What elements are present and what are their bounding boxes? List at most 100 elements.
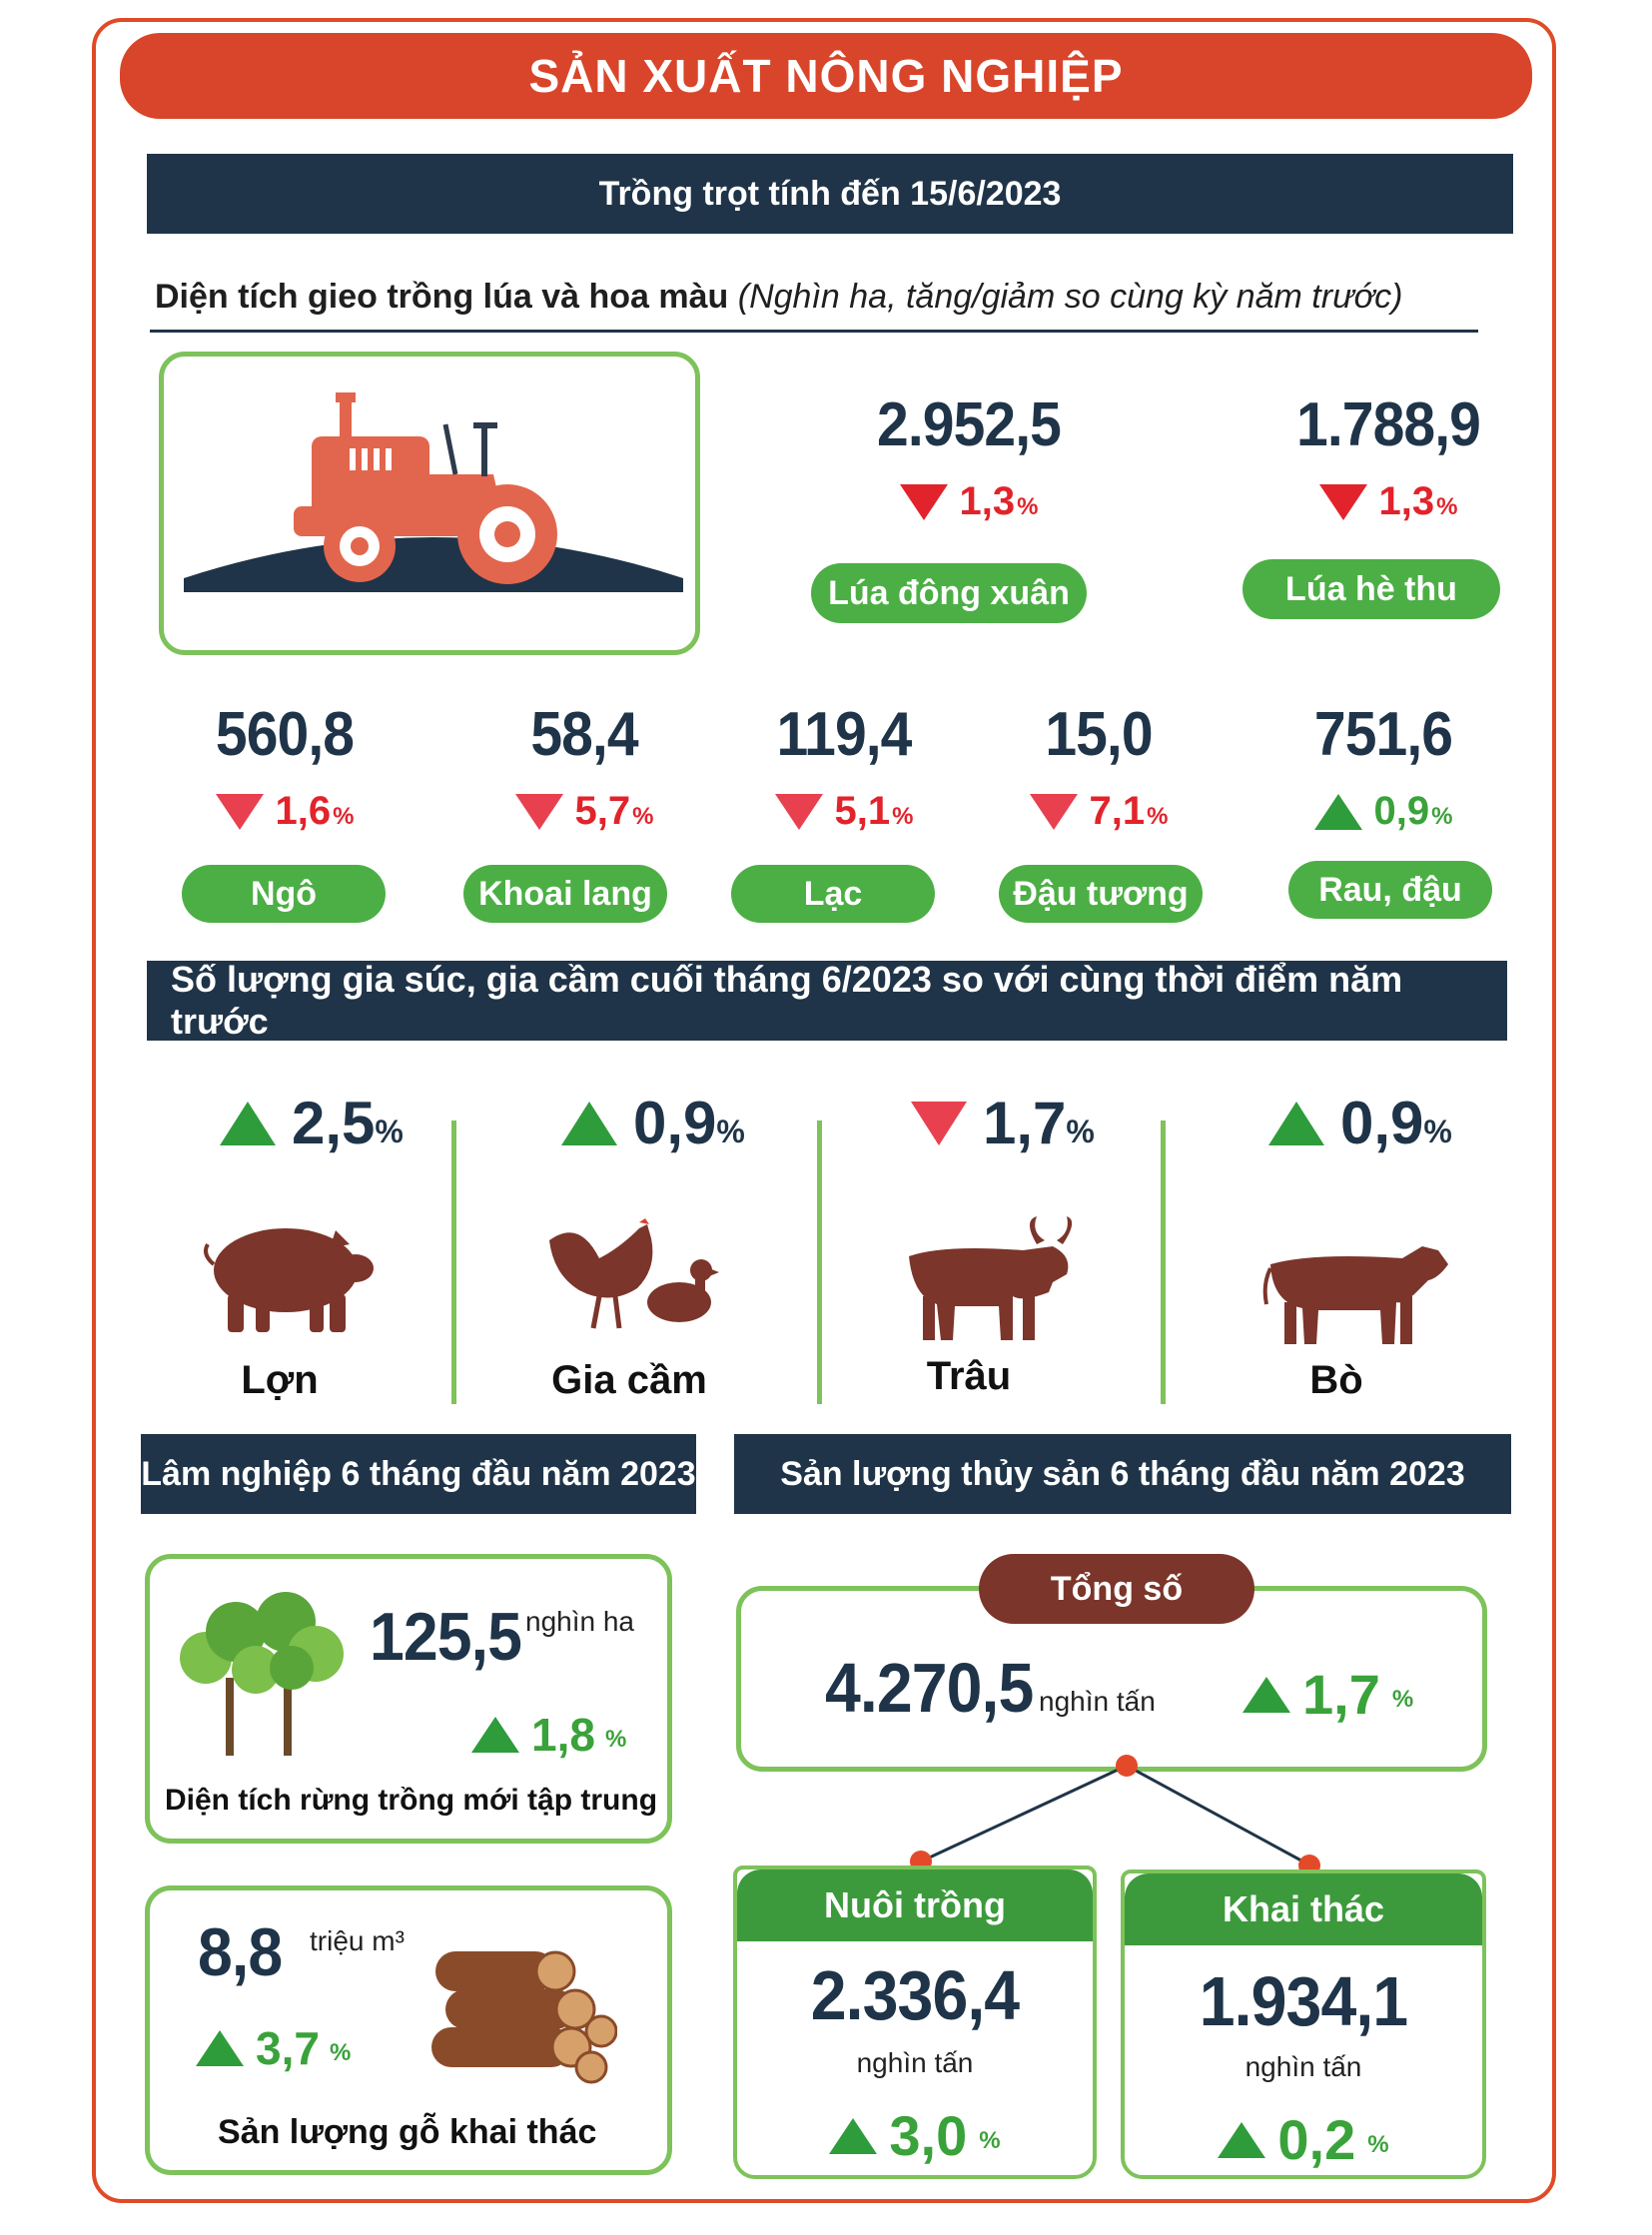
buffalo-icon bbox=[909, 1216, 1073, 1340]
percent-sign: % bbox=[1147, 802, 1169, 830]
catch-unit: nghìn tấn bbox=[1244, 2051, 1362, 2082]
change-value: 0,9 bbox=[1340, 1090, 1424, 1156]
crop-label-rau-dau: Rau, đậu bbox=[1288, 861, 1492, 919]
percent-sign: % bbox=[632, 802, 654, 830]
change-value: 1,3 bbox=[959, 479, 1016, 523]
change-value: 2,5 bbox=[292, 1090, 376, 1156]
percent-sign: % bbox=[1431, 802, 1453, 830]
livestock-label-bo: Bò bbox=[1309, 1358, 1363, 1402]
decrease-icon bbox=[911, 1101, 967, 1145]
planted-forest-value: 125,5 bbox=[370, 1599, 522, 1675]
subtitle-underline bbox=[150, 330, 1478, 333]
tractor-illustration-box bbox=[159, 352, 700, 655]
increase-icon bbox=[1268, 1101, 1324, 1145]
fishery-total-value: 4.270,5 bbox=[825, 1649, 1034, 1727]
percent-sign: % bbox=[1436, 492, 1458, 520]
crop-change-rau-dau: 0,9% bbox=[1239, 789, 1528, 834]
aquaculture-value: 2.336,4 bbox=[810, 1956, 1020, 2034]
crop-value-dong-xuan: 2.952,5 bbox=[877, 390, 1062, 459]
fishery-total-change: 1,7% bbox=[1242, 1662, 1413, 1727]
timber-card bbox=[145, 1885, 672, 2175]
decrease-icon bbox=[1318, 483, 1367, 520]
catch-change: 0,2% bbox=[1121, 2107, 1486, 2172]
crops-subtitle-main: Diện tích gieo trồng lúa và hoa màu bbox=[155, 278, 729, 316]
fishery-total-label: Tổng số bbox=[979, 1554, 1254, 1624]
change-value: 1,7 bbox=[1302, 1663, 1380, 1726]
decrease-icon bbox=[899, 483, 948, 520]
crop-label-he-thu: Lúa hè thu bbox=[1242, 559, 1500, 619]
livestock-change-bo: 0,9% bbox=[1268, 1089, 1452, 1157]
planted-forest-change: 1,8% bbox=[471, 1708, 626, 1762]
percent-sign: % bbox=[892, 802, 914, 830]
increase-icon bbox=[220, 1101, 276, 1145]
livestock-change-lon: 2,5% bbox=[220, 1089, 404, 1157]
crop-change-dau-tuong: 7,1% bbox=[954, 789, 1243, 834]
forestry-section-title: Lâm nghiệp 6 tháng đầu năm 2023 bbox=[141, 1434, 696, 1514]
change-value: 0,2 bbox=[1277, 2108, 1356, 2171]
percent-sign: % bbox=[716, 1114, 745, 1149]
crop-value-khoai-lang: 58,4 bbox=[530, 700, 638, 769]
crop-change-ngo: 1,6% bbox=[140, 789, 429, 834]
livestock-change-trau: 1,7% bbox=[911, 1089, 1095, 1157]
crop-change-lac: 5,1% bbox=[699, 789, 989, 834]
crop-label-lac: Lạc bbox=[731, 865, 935, 923]
poultry-icon bbox=[549, 1218, 719, 1329]
livestock-label-lon: Lợn bbox=[241, 1358, 319, 1402]
connector-dot bbox=[1116, 1755, 1138, 1777]
decrease-icon bbox=[1029, 793, 1078, 830]
increase-icon bbox=[471, 1717, 519, 1753]
percent-sign: % bbox=[979, 2126, 1001, 2154]
change-value: 0,9 bbox=[633, 1090, 717, 1156]
percent-sign: % bbox=[333, 802, 355, 830]
logs-icon bbox=[431, 1950, 617, 2084]
tractor-icon bbox=[184, 392, 683, 592]
aquaculture-unit: nghìn tấn bbox=[856, 2047, 974, 2078]
percent-sign: % bbox=[329, 2039, 352, 2066]
catch-label: Khai thác bbox=[1125, 1873, 1482, 1945]
crops-section-title: Trồng trọt tính đến 15/6/2023 bbox=[147, 154, 1513, 234]
change-value: 5,7 bbox=[574, 789, 631, 833]
crop-label-ngo: Ngô bbox=[182, 865, 386, 923]
change-value: 3,0 bbox=[889, 2104, 968, 2167]
cow-icon bbox=[1262, 1246, 1448, 1344]
catch-value: 1.934,1 bbox=[1199, 1962, 1408, 2040]
timber-label: Sản lượng gỗ khai thác bbox=[218, 2113, 597, 2151]
percent-sign: % bbox=[375, 1114, 404, 1149]
change-value: 1,7 bbox=[983, 1090, 1067, 1156]
connector-lines bbox=[920, 1764, 1311, 1867]
change-value: 7,1 bbox=[1089, 789, 1146, 833]
percent-sign: % bbox=[1423, 1114, 1452, 1149]
column-divider bbox=[1161, 1120, 1166, 1404]
decrease-icon bbox=[215, 793, 264, 830]
increase-icon bbox=[1218, 2121, 1266, 2158]
page-title: SẢN XUẤT NÔNG NGHIỆP bbox=[120, 33, 1532, 119]
infographic-frame bbox=[92, 18, 1556, 2203]
increase-icon bbox=[1313, 793, 1362, 830]
crops-subtitle: Diện tích gieo trồng lúa và hoa màu (Ngh… bbox=[155, 278, 1403, 317]
crop-change-he-thu: 1,3% bbox=[1229, 479, 1548, 524]
timber-unit: triệu m³ bbox=[310, 1925, 405, 1956]
crop-value-rau-dau: 751,6 bbox=[1313, 700, 1453, 769]
crops-subtitle-unit: (Nghìn ha, tăng/giảm so cùng kỳ năm trướ… bbox=[737, 278, 1403, 316]
livestock-section-title: Số lượng gia súc, gia cầm cuối tháng 6/2… bbox=[147, 959, 1507, 1042]
increase-icon bbox=[1242, 1676, 1290, 1713]
pig-icon bbox=[204, 1228, 374, 1332]
increase-icon bbox=[561, 1101, 617, 1145]
change-value: 1,3 bbox=[1378, 479, 1435, 523]
planted-forest-label: Diện tích rừng trồng mới tập trung bbox=[165, 1784, 658, 1817]
livestock-change-gia-cam: 0,9% bbox=[561, 1089, 745, 1157]
percent-sign: % bbox=[1367, 2130, 1389, 2158]
column-divider bbox=[817, 1120, 822, 1404]
crop-value-ngo: 560,8 bbox=[215, 700, 355, 769]
change-value: 5,1 bbox=[834, 789, 891, 833]
crop-value-lac: 119,4 bbox=[776, 700, 912, 769]
trees-icon bbox=[180, 1592, 344, 1756]
planted-forest-card bbox=[145, 1554, 672, 1844]
aquaculture-label: Nuôi trồng bbox=[737, 1869, 1093, 1941]
change-value: 1,6 bbox=[275, 789, 332, 833]
catch-card: Khai thác bbox=[1121, 1869, 1486, 2179]
crop-label-khoai-lang: Khoai lang bbox=[463, 865, 667, 923]
planted-forest-unit: nghìn ha bbox=[525, 1606, 634, 1637]
timber-change: 3,7% bbox=[196, 2021, 351, 2075]
livestock-label-trau: Trâu bbox=[926, 1354, 1012, 1398]
